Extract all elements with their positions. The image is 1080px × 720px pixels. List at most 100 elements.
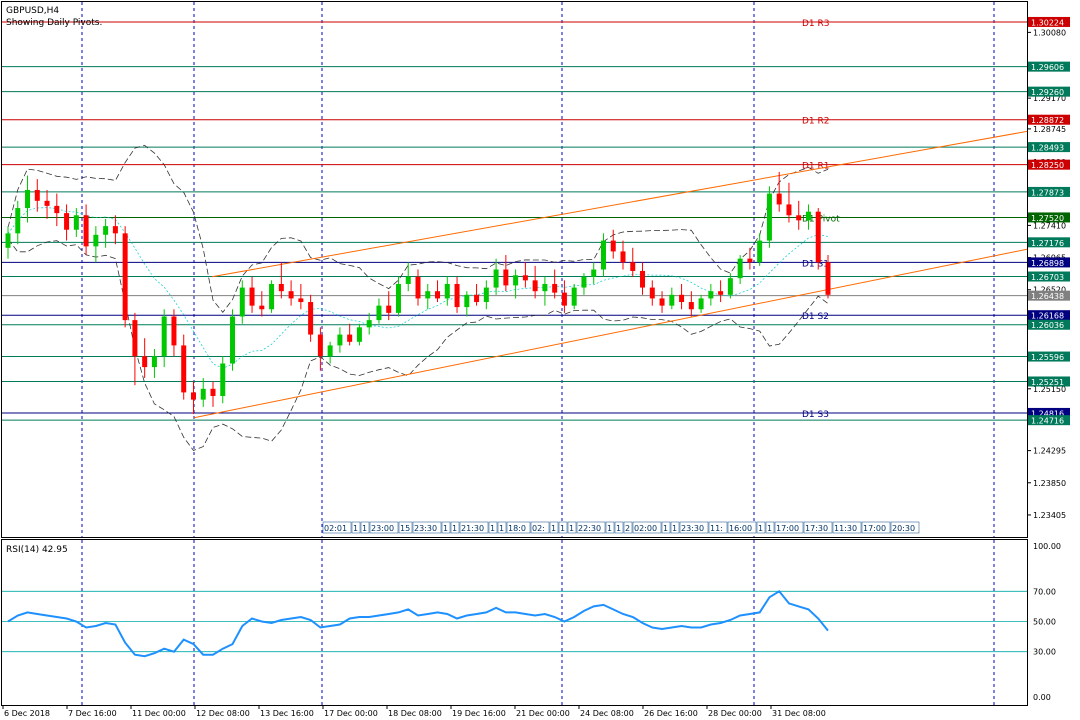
candle-body[interactable] [73,215,79,230]
candle-body[interactable] [591,269,597,277]
candle-body[interactable] [190,392,196,400]
candle-body[interactable] [132,320,138,357]
candle-body[interactable] [483,287,489,303]
price-panel[interactable] [1,1,1028,538]
candle-body[interactable] [669,294,675,306]
candle-body[interactable] [561,292,567,306]
candle-body[interactable] [757,240,763,263]
candle-body[interactable] [103,226,109,235]
candle-body[interactable] [454,283,460,308]
candle-body[interactable] [620,251,626,263]
candle-body[interactable] [649,287,655,299]
candle-body[interactable] [210,388,216,397]
candle-body[interactable] [796,215,802,221]
candle-body[interactable] [181,345,187,393]
price-tag-label: 1.27873 [1031,188,1064,197]
candle-body[interactable] [825,262,831,295]
rsi-line[interactable] [7,589,829,658]
candle-body[interactable] [5,233,11,248]
candle-body[interactable] [34,189,40,201]
candle-body[interactable] [259,305,265,310]
session-label: 17:00 [776,524,799,533]
candle-body[interactable] [83,215,89,247]
candle-body[interactable] [727,278,733,295]
candle-body[interactable] [337,334,343,346]
candle-body[interactable] [640,270,646,288]
candle-body[interactable] [737,258,743,279]
candle-body[interactable] [386,305,392,313]
candle-body[interactable] [112,226,118,234]
price-tag [1028,351,1070,362]
session-label: 1 [551,524,556,533]
y-tick-label: 1.29170 [1033,94,1066,103]
candle-body[interactable] [435,291,441,299]
candle-body[interactable] [317,334,323,357]
candle-body[interactable] [493,269,499,288]
candle-body[interactable] [44,200,50,206]
candle-body[interactable] [308,302,314,335]
candle-body[interactable] [278,283,284,292]
candle-body[interactable] [698,298,704,310]
candle-body[interactable] [805,211,811,221]
candle-body[interactable] [552,283,558,293]
price-tag-label: 1.26168 [1031,312,1064,321]
candle-body[interactable] [718,291,724,295]
candle-body[interactable] [347,334,353,342]
candle-body[interactable] [522,275,528,281]
candle-body[interactable] [708,291,714,299]
candle-body[interactable] [15,208,21,234]
candle-body[interactable] [786,204,792,216]
pivot-label: D1 S1 [802,259,829,269]
candle-body[interactable] [220,363,226,397]
candle-body[interactable] [503,269,509,286]
candle-body[interactable] [200,388,206,400]
candle-body[interactable] [747,258,753,263]
candle-body[interactable] [444,283,450,299]
candle-body[interactable] [230,316,236,364]
candle-body[interactable] [415,276,421,299]
candle-body[interactable] [356,327,362,342]
candle-body[interactable] [405,276,411,284]
candle-body[interactable] [142,356,148,368]
session-label: 1 [663,524,668,533]
candle-body[interactable] [25,189,31,209]
candle-body[interactable] [249,287,255,306]
candle-body[interactable] [122,233,128,321]
candle-body[interactable] [776,193,782,205]
candle-body[interactable] [581,276,587,288]
candle-body[interactable] [288,291,294,299]
candle-body[interactable] [630,262,636,271]
candle-body[interactable] [298,298,304,303]
candle-body[interactable] [815,211,821,263]
candle-body[interactable] [93,234,99,247]
candle-body[interactable] [542,283,548,292]
candle-body[interactable] [64,213,70,230]
candle-body[interactable] [610,240,616,252]
candle-body[interactable] [659,298,665,306]
candle-body[interactable] [161,316,167,357]
candle-body[interactable] [54,205,60,214]
candle-body[interactable] [151,356,157,368]
candle-body[interactable] [688,302,694,310]
session-box [832,521,862,534]
candle-body[interactable] [679,294,685,303]
rsi-panel[interactable] [1,539,1028,706]
candle-body[interactable] [269,283,275,310]
candle-body[interactable] [474,294,480,303]
candle-body[interactable] [600,240,606,270]
candle-body[interactable] [327,345,333,357]
candle-body[interactable] [366,320,372,328]
candle-body[interactable] [571,287,577,306]
candle-body[interactable] [513,275,519,286]
x-tick-label: 31 Dec 08:00 [772,709,826,718]
candle-body[interactable] [376,305,382,321]
candle-body[interactable] [171,316,177,346]
session-box [774,521,804,534]
candle-body[interactable] [532,280,538,292]
candle-body[interactable] [239,287,245,317]
candle-body[interactable] [425,291,431,299]
candle-body[interactable] [395,283,401,313]
candle-body[interactable] [766,193,772,241]
candle-body[interactable] [464,294,470,308]
